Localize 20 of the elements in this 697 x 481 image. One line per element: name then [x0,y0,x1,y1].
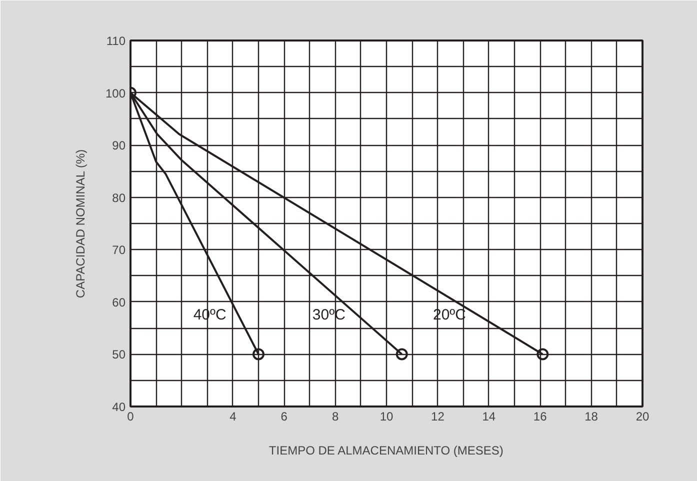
y-tick-label: 80 [112,190,126,205]
x-axis-title: TIEMPO DE ALMACENAMIENTO (MESES) [268,444,504,458]
y-axis-title: CAPACIDAD NOMINAL (%) [73,149,88,298]
x-tick-label: 6 [280,410,288,424]
y-tick-label: 70 [112,243,126,258]
y-tick-label: 100 [105,86,126,100]
x-tick-label: 0 [127,410,134,424]
y-tick-label: 90 [112,138,126,153]
x-tick-label: 12 [431,410,445,424]
y-tick-label: 60 [112,295,126,310]
x-tick-label: 10 [380,410,394,424]
y-tick-label: 50 [112,348,126,362]
x-tick-label: 16 [533,410,548,424]
x-tick-label: 8 [332,410,339,424]
y-tick-label: 40 [112,400,126,414]
y-tick-label: 110 [106,34,126,48]
x-tick-label: 18 [584,410,598,424]
x-tick-label: 14 [482,410,496,424]
x-tick-label: 20 [636,410,650,424]
x-tick-label: 4 [230,410,237,424]
